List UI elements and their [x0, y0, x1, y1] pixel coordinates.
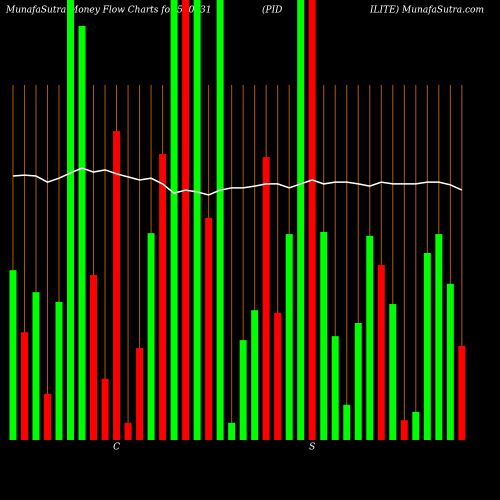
- bar: [285, 234, 293, 440]
- bar: [251, 310, 259, 440]
- bar: [20, 332, 28, 440]
- bar: [446, 283, 454, 440]
- bar: [458, 345, 466, 440]
- bar: [331, 336, 339, 440]
- chart-title: MunafaSutra Money Flow Charts for 500331: [5, 6, 212, 16]
- bar: [354, 322, 362, 440]
- annotation: C: [113, 443, 120, 453]
- bar: [343, 404, 351, 440]
- bar: [170, 0, 178, 440]
- bar: [136, 348, 144, 440]
- bar: [67, 0, 75, 440]
- bar: [239, 340, 247, 440]
- chart-title: ILITE) MunafaSutra.com: [369, 5, 484, 16]
- bar: [55, 301, 63, 440]
- bar: [262, 157, 270, 440]
- bar: [297, 0, 305, 440]
- bar: [216, 0, 224, 440]
- bar: [124, 422, 132, 440]
- money-flow-line: [12, 167, 463, 196]
- bar: [159, 154, 167, 440]
- bar: [90, 275, 98, 440]
- bar: [193, 0, 201, 440]
- chart-title: (PID: [262, 5, 282, 16]
- bar: [32, 292, 40, 440]
- bar: [43, 393, 51, 440]
- bar: [308, 0, 316, 440]
- bar: [205, 217, 213, 440]
- bar: [228, 422, 236, 440]
- bar: [274, 312, 282, 440]
- bar: [101, 378, 109, 440]
- bar: [389, 304, 397, 440]
- bar: [147, 233, 155, 440]
- bar: [412, 411, 420, 440]
- bar: [400, 420, 408, 440]
- bar: [320, 231, 328, 440]
- bar: [377, 264, 385, 440]
- bar: [9, 270, 17, 440]
- bar: [423, 253, 431, 440]
- bar: [366, 235, 374, 440]
- bar: [78, 25, 86, 441]
- annotation: S: [309, 443, 315, 453]
- bar: [113, 131, 121, 440]
- bar: [182, 0, 190, 440]
- bar: [435, 234, 443, 440]
